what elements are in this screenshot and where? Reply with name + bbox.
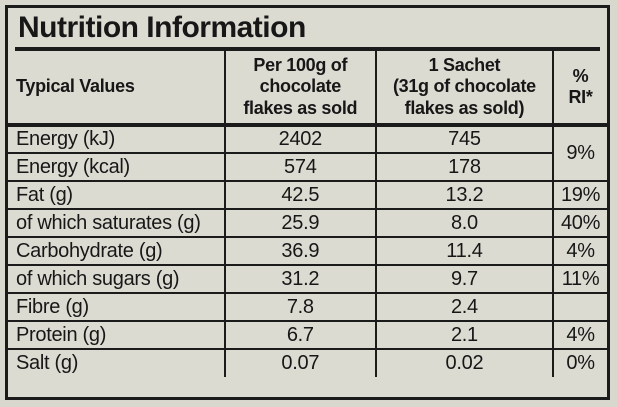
value-per-100g: 36.9 <box>223 236 377 266</box>
row-label: Salt (g) <box>8 348 226 377</box>
row-label: Fat (g) <box>8 180 226 210</box>
value-per-sachet: 13.2 <box>374 180 555 210</box>
table-row-saturates: of which saturates (g) 25.9 8.0 40% <box>8 208 607 238</box>
value-ri: 11% <box>552 264 607 294</box>
value-per-100g: 0.07 <box>223 348 377 377</box>
table-row-protein: Protein (g) 6.7 2.1 4% <box>8 320 607 350</box>
row-label: of which saturates (g) <box>8 208 226 238</box>
table-row-energy-kj: Energy (kJ) 2402 745 9% <box>8 124 607 182</box>
value-ri: 40% <box>552 208 607 238</box>
value-per-sachet: 8.0 <box>374 208 555 238</box>
table-row-energy-kcal: Energy (kcal) 574 178 <box>8 152 607 182</box>
table-row-fat: Fat (g) 42.5 13.2 19% <box>8 180 607 210</box>
row-label: Fibre (g) <box>8 292 226 322</box>
value-per-100g: 574 <box>223 152 377 182</box>
column-header-ri: % RI* <box>552 51 607 127</box>
table-row-salt: Salt (g) 0.07 0.02 0% <box>8 348 607 377</box>
value-per-sachet: 745 <box>374 124 555 154</box>
value-per-sachet: 11.4 <box>374 236 555 266</box>
table-row-sugars: of which sugars (g) 31.2 9.7 11% <box>8 264 607 294</box>
value-ri: 0% <box>552 348 607 377</box>
nutrition-panel: Nutrition Information Typical Values Per… <box>5 5 610 400</box>
value-per-100g: 7.8 <box>223 292 377 322</box>
value-ri-energy-merged: 9% <box>552 124 607 182</box>
value-ri: 4% <box>552 236 607 266</box>
value-per-100g: 42.5 <box>223 180 377 210</box>
nutrition-title: Nutrition Information <box>18 10 306 44</box>
value-per-sachet: 9.7 <box>374 264 555 294</box>
row-label: Energy (kJ) <box>8 124 226 154</box>
panel-header: Nutrition Information <box>8 8 607 47</box>
table-row-fibre: Fibre (g) 7.8 2.4 <box>8 292 607 322</box>
title-underline <box>15 47 600 51</box>
header-row: Typical Values Per 100g of chocolate fla… <box>8 51 607 127</box>
value-ri: 4% <box>552 320 607 350</box>
row-label: of which sugars (g) <box>8 264 226 294</box>
value-per-100g: 2402 <box>223 124 377 154</box>
row-label: Carbohydrate (g) <box>8 236 226 266</box>
column-header-typical-values: Typical Values <box>8 51 226 127</box>
row-label: Protein (g) <box>8 320 226 350</box>
value-per-100g: 6.7 <box>223 320 377 350</box>
value-per-100g: 25.9 <box>223 208 377 238</box>
nutrition-table: Typical Values Per 100g of chocolate fla… <box>8 51 607 377</box>
column-header-per-100g: Per 100g of chocolate flakes as sold <box>223 51 377 127</box>
value-per-sachet: 0.02 <box>374 348 555 377</box>
column-header-per-sachet: 1 Sachet (31g of chocolate flakes as sol… <box>374 51 555 127</box>
value-per-sachet: 2.1 <box>374 320 555 350</box>
value-per-sachet: 178 <box>374 152 555 182</box>
table-row-carbohydrate: Carbohydrate (g) 36.9 11.4 4% <box>8 236 607 266</box>
value-ri: 19% <box>552 180 607 210</box>
value-per-100g: 31.2 <box>223 264 377 294</box>
value-per-sachet: 2.4 <box>374 292 555 322</box>
row-label: Energy (kcal) <box>8 152 226 182</box>
value-ri-empty <box>552 292 607 322</box>
